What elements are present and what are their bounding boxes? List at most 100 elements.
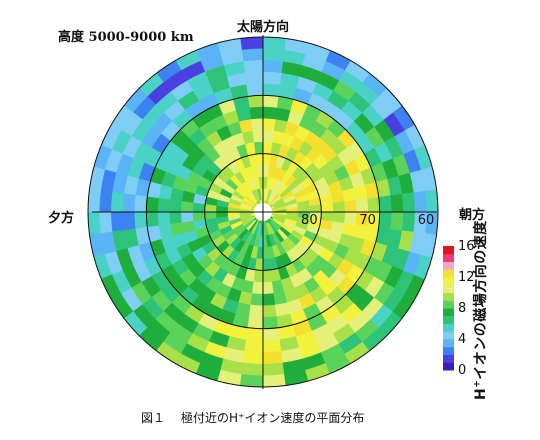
grid-lines <box>87 35 439 389</box>
heatmap-cell <box>262 118 276 132</box>
dusk-label: 夕方 <box>48 211 75 226</box>
colorbar-swatch <box>443 323 454 332</box>
heatmap-cell <box>262 315 279 329</box>
colorbar-swatch <box>443 261 454 270</box>
colorbar-swatch <box>443 246 454 255</box>
heatmap-cell <box>192 202 206 213</box>
heatmap-cell <box>262 141 273 155</box>
heatmap-cell <box>245 83 264 97</box>
heatmap-cell <box>241 362 264 376</box>
heatmap-cell <box>252 130 264 143</box>
heatmap-cell <box>343 211 357 225</box>
heatmap-cell <box>343 199 357 213</box>
heatmap-cell <box>87 188 102 213</box>
heatmap-cell <box>111 191 125 213</box>
radial-tick-label: 80 <box>301 213 318 228</box>
heatmap-cell <box>262 95 279 109</box>
heatmap-cell <box>204 204 217 213</box>
sun-direction-label: 太陽方向 <box>237 20 290 35</box>
heatmap-cell <box>249 304 264 318</box>
colorbar: 16 12 8 4 0 <box>443 239 475 378</box>
colorbar-swatch <box>443 331 454 340</box>
heatmap-cell <box>332 211 345 223</box>
heatmap-cell <box>252 281 264 294</box>
heatmap-cell <box>389 193 404 213</box>
colorbar-tick-label: 8 <box>458 301 466 316</box>
colorbar-tick-label: 0 <box>458 363 466 378</box>
heatmap-cell <box>181 211 194 223</box>
heatmap-cell <box>262 36 287 51</box>
heatmap-cell <box>262 83 281 97</box>
heatmap-cell <box>262 106 277 120</box>
heatmap-cell <box>157 211 171 226</box>
heatmap-cell <box>332 201 345 213</box>
heatmap-cell <box>413 190 427 213</box>
heatmap-cell <box>378 211 392 230</box>
heatmap-cell <box>99 190 113 213</box>
heatmap-cell <box>355 198 369 213</box>
colorbar-swatch <box>443 346 454 355</box>
heatmap-cell <box>401 211 415 233</box>
heatmap-cell <box>262 60 284 74</box>
heatmap-cell <box>134 194 148 213</box>
colorbar-swatch <box>443 308 454 317</box>
heatmap-cell <box>262 292 276 306</box>
colorbar-swatch <box>443 277 454 286</box>
colorbar-tick-label: 16 <box>458 239 475 254</box>
heatmap-cell <box>262 362 285 376</box>
colorbar-label: H+イオンの磁場方向の速度 <box>472 220 489 400</box>
colorbar-swatch <box>443 253 454 262</box>
heatmap-cell <box>262 281 274 294</box>
heatmap-cell <box>255 258 264 271</box>
heatmap-cell <box>242 350 264 364</box>
heatmap-cell <box>262 48 285 62</box>
heatmap-cell <box>424 188 439 213</box>
heatmap-cell <box>247 95 264 109</box>
heatmap-cell <box>146 196 160 213</box>
colorbar-tick-label: 4 <box>458 332 466 347</box>
heatmap-cell <box>122 193 137 213</box>
colorbar-swatch <box>443 354 454 363</box>
figure-caption: 図１ 極付近のH⁺イオン速度の平面分布 <box>141 411 365 425</box>
heatmap-cell <box>134 211 148 230</box>
dawn-label: 朝方 <box>459 208 486 223</box>
heatmap-cell <box>262 350 284 364</box>
heatmap-cell <box>244 338 264 353</box>
colorbar-swatch <box>443 269 454 278</box>
colorbar-swatch <box>443 339 454 348</box>
heatmap-cell <box>181 201 194 213</box>
heatmap-cell <box>169 211 183 225</box>
colorbar-swatch <box>443 284 454 293</box>
heatmap-cell <box>245 327 264 341</box>
heatmap-cell <box>253 269 264 283</box>
heatmap-cell <box>262 373 287 388</box>
heatmap-cell <box>262 327 281 341</box>
heatmap-cell <box>169 199 183 213</box>
colorbar-swatch <box>443 315 454 324</box>
heatmap-cell <box>262 304 277 318</box>
heatmap-cell <box>146 211 160 228</box>
heatmap-cell <box>378 194 392 213</box>
heatmap-cell <box>262 338 282 353</box>
heatmap-cell <box>242 60 264 74</box>
heatmap-cell <box>262 130 274 143</box>
heatmap-cell <box>401 191 415 213</box>
altitude-title: 高度 5000-9000 km <box>58 30 194 45</box>
colorbar-swatch <box>443 362 454 371</box>
heatmap-cell <box>239 36 264 51</box>
colorbar-swatch <box>443 292 454 301</box>
heatmap-cell <box>241 48 264 62</box>
heatmap-cell <box>247 315 264 329</box>
heatmap-cell <box>239 373 264 388</box>
heatmap-cell <box>262 153 271 166</box>
heatmap-cell <box>389 211 404 231</box>
heatmap-cell <box>250 118 264 132</box>
heatmap-cell <box>262 71 282 86</box>
colorbar-tick-label: 12 <box>458 270 475 285</box>
heatmap-cell <box>99 211 113 234</box>
heatmap-cell <box>157 198 171 213</box>
heatmap-cell <box>244 71 264 86</box>
radial-tick-label: 60 <box>418 213 435 228</box>
